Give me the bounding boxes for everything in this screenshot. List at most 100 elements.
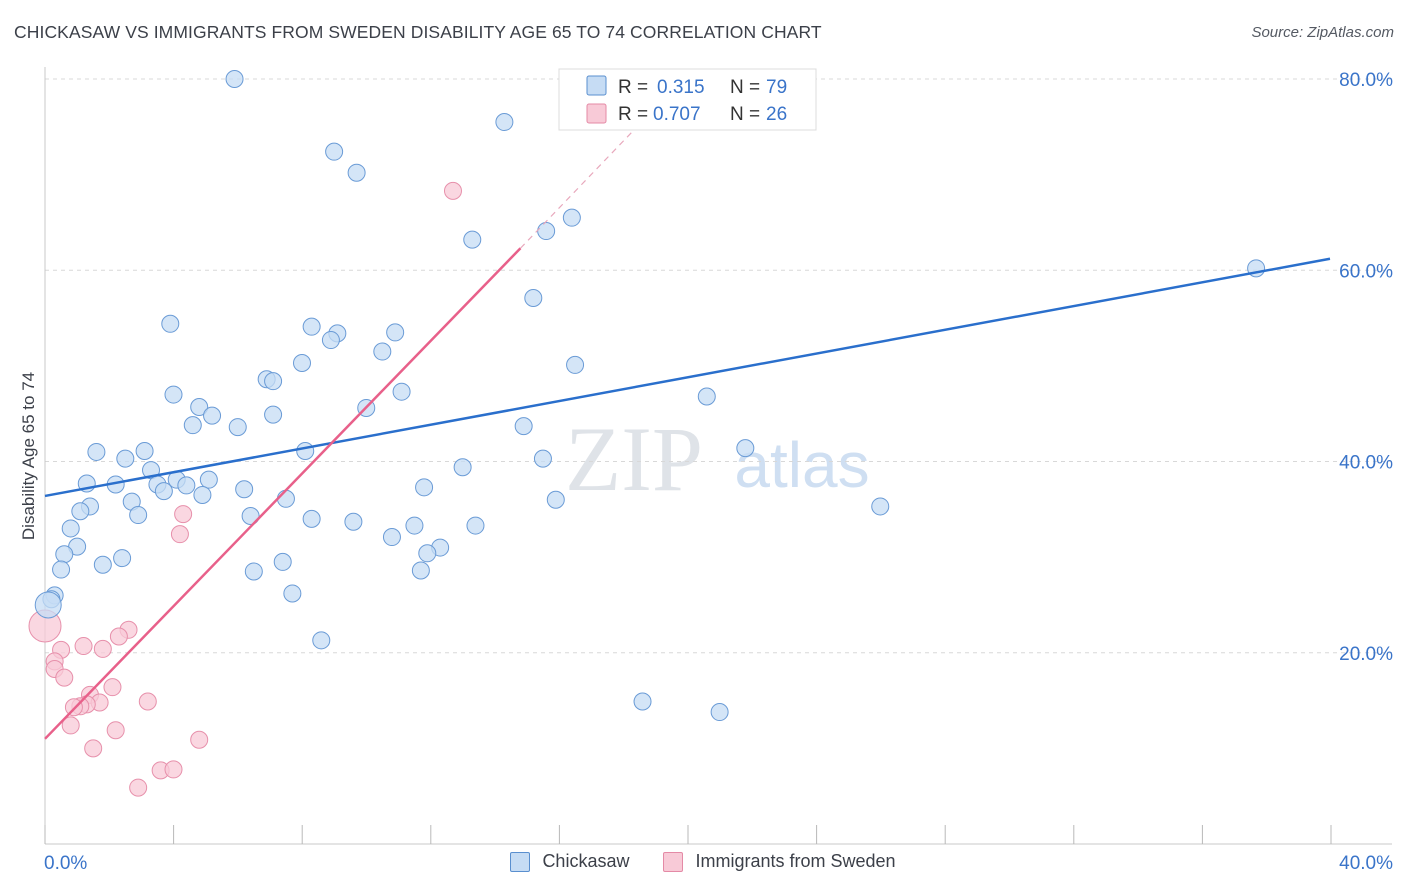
sweden-point-0 xyxy=(443,181,462,200)
chickasaw-point-48 xyxy=(546,490,565,509)
x-tick-labels: 0.0% 40.0% xyxy=(44,853,1393,874)
sweden-point-5 xyxy=(109,627,128,646)
chickasaw-point-59 xyxy=(382,528,401,547)
sweden-point-2 xyxy=(170,525,189,544)
chickasaw-point-49 xyxy=(871,497,890,516)
chickasaw-point-33 xyxy=(533,449,552,468)
chickasaw-point-64 xyxy=(113,549,132,568)
chickasaw-point-42 xyxy=(154,482,173,501)
y-tick-label-60: 60.0% xyxy=(1339,261,1393,282)
sweden-point-11 xyxy=(55,668,74,687)
chickasaw-point-18 xyxy=(392,382,411,401)
sweden-point-25 xyxy=(129,778,148,797)
chickasaw-points xyxy=(34,70,1266,722)
chickasaw-point-62 xyxy=(55,545,74,564)
chickasaw-point-76 xyxy=(710,703,729,722)
chickasaw-point-24 xyxy=(264,405,283,424)
chickasaw-point-46 xyxy=(276,489,295,508)
axes xyxy=(44,67,1392,845)
watermark-atlas: atlas xyxy=(734,429,869,501)
source-credit: Source: ZipAtlas.com xyxy=(1251,24,1394,41)
chickasaw-point-29 xyxy=(135,441,154,460)
legend-r-label-1: R = xyxy=(618,77,648,98)
bottom-legend-sweden[interactable]: Immigrants from Sweden xyxy=(663,851,896,872)
x-ticks xyxy=(44,825,1332,844)
chickasaw-point-14 xyxy=(293,354,311,373)
immigrants-sweden-points xyxy=(28,181,462,797)
sweden-point-20 xyxy=(106,721,125,740)
chickasaw-point-45 xyxy=(193,485,212,504)
sweden-point-19 xyxy=(61,716,80,735)
chickasaw-point-17 xyxy=(264,372,283,391)
sweden-point-15 xyxy=(138,692,157,711)
bottom-legend-swatch-sweden xyxy=(663,851,684,872)
chickasaw-point-37 xyxy=(199,470,218,489)
chickasaw-point-43 xyxy=(235,480,254,499)
chickasaw-point-7 xyxy=(524,288,543,307)
watermark-zip: ZIP xyxy=(565,408,703,510)
chickasaw-point-32 xyxy=(116,449,135,468)
chickasaw-point-69 xyxy=(411,561,430,580)
chickasaw-point-73 xyxy=(34,591,62,619)
chickasaw-point-70 xyxy=(283,584,302,603)
y-tick-label-40: 40.0% xyxy=(1339,453,1393,474)
legend-swatch-chickasaw xyxy=(586,75,607,96)
chickasaw-point-35 xyxy=(453,458,472,477)
chickasaw-point-15 xyxy=(566,355,585,374)
chickasaw-point-63 xyxy=(418,544,437,563)
legend-r-value-2: 0.707 xyxy=(653,104,701,125)
legend-r-value-1: 0.315 xyxy=(657,77,705,98)
chickasaw-point-11 xyxy=(386,323,405,342)
sweden-point-24 xyxy=(164,760,183,779)
chickasaw-point-54 xyxy=(302,509,321,528)
chickasaw-point-67 xyxy=(52,560,71,579)
x-tick-label-max: 40.0% xyxy=(1339,853,1393,874)
chickasaw-point-41 xyxy=(177,476,196,495)
chickasaw-point-68 xyxy=(244,562,263,581)
chickasaw-point-13 xyxy=(373,342,392,361)
sweden-point-12 xyxy=(103,678,122,697)
chickasaw-point-57 xyxy=(466,516,485,535)
sweden-point-7 xyxy=(93,639,112,658)
chickasaw-point-21 xyxy=(190,397,209,416)
chickasaw-point-25 xyxy=(183,416,202,435)
bottom-legend-swatch-chickasaw xyxy=(510,851,531,872)
sweden-point-1 xyxy=(174,505,193,524)
chickasaw-point-66 xyxy=(93,555,112,574)
chickasaw-point-5 xyxy=(463,230,482,249)
bottom-legend-chickasaw[interactable]: Chickasaw xyxy=(510,851,629,872)
chickasaw-point-30 xyxy=(296,441,315,460)
x-tick-label-min: 0.0% xyxy=(44,853,87,874)
legend-n-value-1: 79 xyxy=(766,77,787,98)
chickasaw-point-58 xyxy=(61,519,80,538)
chickasaw-point-3 xyxy=(562,208,581,227)
chickasaw-point-75 xyxy=(633,692,652,711)
chickasaw-point-12 xyxy=(321,331,340,350)
y-axis-label: Disability Age 65 to 74 xyxy=(19,372,38,540)
sweden-point-21 xyxy=(190,730,209,749)
chickasaw-point-19 xyxy=(164,385,183,404)
chickasaw-point-23 xyxy=(203,406,222,425)
chickasaw-point-51 xyxy=(71,502,90,521)
trend-lines xyxy=(44,107,1331,740)
gridlines xyxy=(45,78,1392,654)
chickasaw-point-27 xyxy=(514,417,533,436)
chickasaw-point-77 xyxy=(495,113,514,132)
bottom-legend-label-chickasaw: Chickasaw xyxy=(542,851,630,871)
chickasaw-point-20 xyxy=(697,387,716,406)
chickasaw-point-56 xyxy=(405,516,424,535)
bottom-legend-label-sweden: Immigrants from Sweden xyxy=(695,851,896,871)
sweden-point-22 xyxy=(84,739,103,758)
chickasaw-point-9 xyxy=(302,317,321,336)
chickasaw-point-2 xyxy=(347,163,366,182)
sweden-point-6 xyxy=(74,637,93,656)
chickasaw-point-65 xyxy=(273,552,292,571)
chickasaw-point-44 xyxy=(415,478,434,497)
legend-n-label-2: N = xyxy=(730,104,760,125)
inset-legend: R = 0.315 N = 79 R = 0.707 N = 26 xyxy=(558,68,817,131)
chickasaw-point-4 xyxy=(537,222,556,241)
chickasaw-point-0 xyxy=(225,70,244,88)
chickasaw-point-55 xyxy=(344,512,363,531)
y-tick-labels: 20.0% 40.0% 60.0% 80.0% xyxy=(1339,70,1393,665)
